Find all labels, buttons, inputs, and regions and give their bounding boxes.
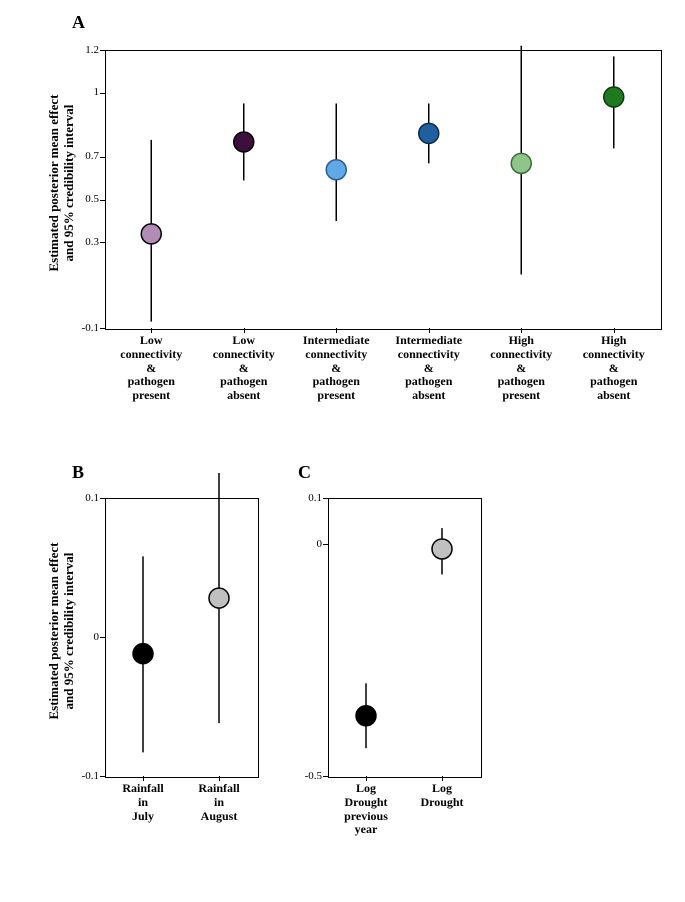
ytick-label: -0.5 [290, 770, 322, 782]
x-category-label: Lowconnectivity&pathogenpresent [106, 334, 197, 403]
x-category-label: Intermediateconnectivity&pathogenabsent [384, 334, 475, 403]
x-category-label: LogDrought [405, 782, 479, 810]
ytick-label: -0.1 [67, 770, 99, 782]
panel-b-svg [105, 498, 257, 776]
x-category-label: LogDroughtpreviousyear [329, 782, 403, 837]
panel-a-svg [105, 50, 660, 328]
x-category-label: Intermediateconnectivity&pathogenpresent [291, 334, 382, 403]
panel-b-label: B [72, 462, 84, 483]
panel-a-label: A [72, 12, 85, 33]
x-category-label: RainfallinJuly [106, 782, 180, 823]
x-category-label: Highconnectivity&pathogenpresent [476, 334, 567, 403]
panel-b-ylabel: Estimated posterior mean effectand 95% c… [47, 492, 77, 770]
ytick-label: -0.1 [67, 322, 99, 334]
ytick-label: 0.1 [290, 492, 322, 504]
x-category-label: Lowconnectivity&pathogenabsent [199, 334, 290, 403]
panel-c-svg [328, 498, 480, 776]
x-category-label: Highconnectivity&pathogenabsent [569, 334, 660, 403]
ytick-label: 0 [290, 538, 322, 550]
panel-a-ylabel: Estimated posterior mean effectand 95% c… [47, 44, 77, 322]
figure: A -0.10.30.50.711.2 Lowconnectivity&path… [0, 0, 685, 902]
panel-c-label: C [298, 462, 311, 483]
x-category-label: RainfallinAugust [182, 782, 256, 823]
